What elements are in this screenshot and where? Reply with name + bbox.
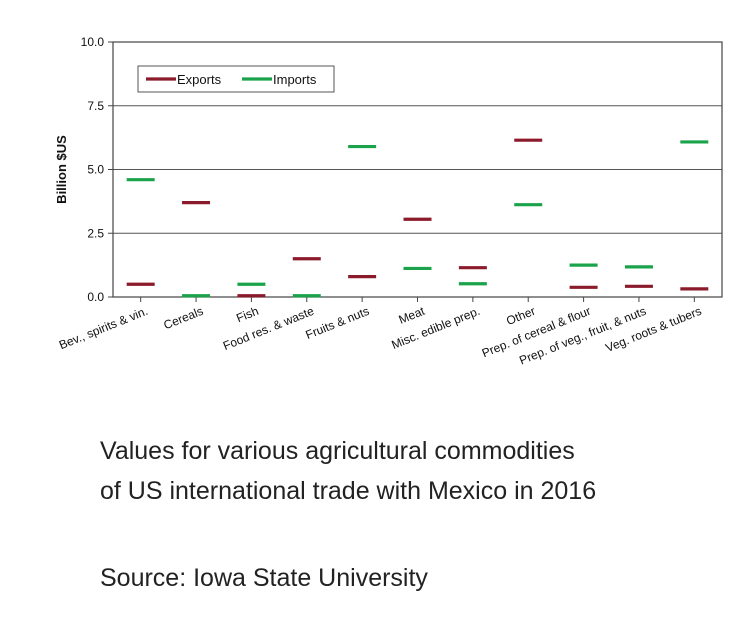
- x-tick-label: Bev., spirits & vin.: [57, 304, 150, 352]
- y-tick-label: 7.5: [87, 99, 104, 113]
- legend-label-imports: Imports: [273, 72, 317, 87]
- y-tick-label: 0.0: [87, 290, 104, 304]
- y-axis-label: Billion $US: [54, 135, 69, 204]
- caption-line-1: Values for various agricultural commodit…: [100, 437, 575, 465]
- y-tick-label: 10.0: [81, 35, 105, 49]
- data-marks: [126, 138, 709, 298]
- x-tick-label: Other: [504, 304, 537, 328]
- gridlines: [113, 105, 722, 234]
- caption-line-2: of US international trade with Mexico in…: [100, 477, 597, 505]
- legend: Exports Imports: [137, 65, 335, 93]
- x-tick-label: Fish: [234, 304, 260, 325]
- x-tick-label: Cereals: [162, 304, 206, 332]
- chart: 0.0 2.5 5.0 7.5 10.0 Bev., spirits & vin. Cer…: [54, 35, 723, 368]
- y-tick-label: 5.0: [87, 163, 104, 177]
- source-note: Source: Iowa State University: [100, 564, 428, 592]
- y-axis-ticks: 0.0 2.5 5.0 7.5 10.0: [81, 35, 113, 304]
- x-tick-label: Meat: [397, 304, 428, 327]
- x-tick-label: Fruits & nuts: [304, 304, 372, 342]
- x-tick-label: Veg. roots & tubers: [604, 304, 704, 355]
- legend-label-exports: Exports: [177, 72, 222, 87]
- y-tick-label: 2.5: [87, 226, 104, 240]
